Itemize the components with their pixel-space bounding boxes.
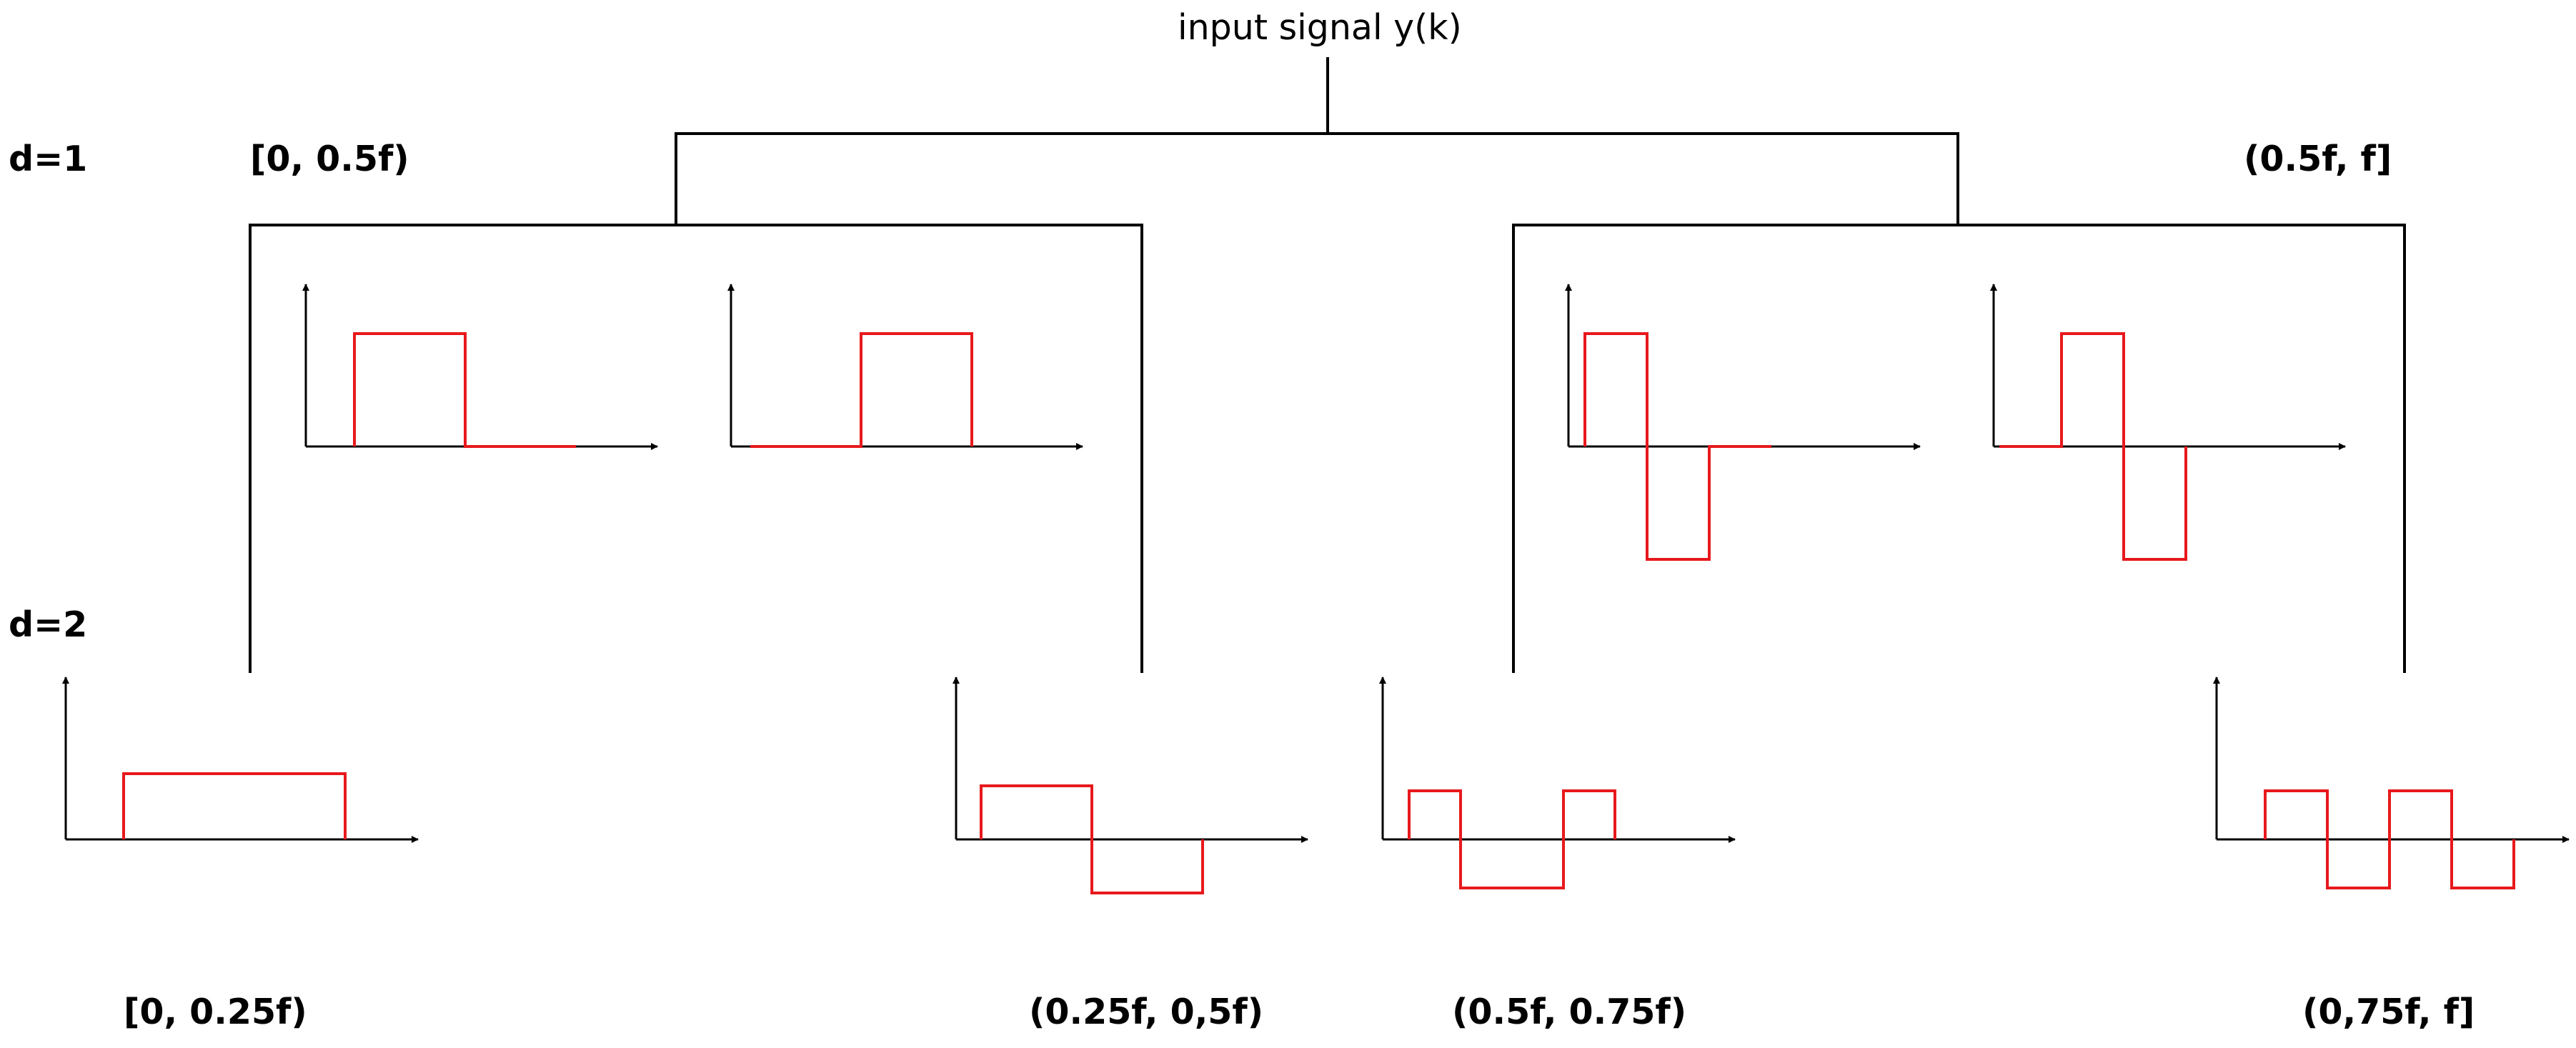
band-label-d2-1: (0.25f, 0,5f) [1029, 992, 1264, 1032]
plot-d1-low-a [302, 284, 658, 450]
band-label-d2-2: (0.5f, 0.75f) [1452, 992, 1687, 1032]
tree-connectors [249, 57, 2406, 673]
root-signal-label: input signal y(k) [1178, 7, 1462, 48]
waveform-d1-low-b [750, 332, 973, 448]
root-branch [675, 132, 1959, 226]
waveform-d1-low-a [353, 332, 576, 448]
level-label-d2: d=2 [9, 604, 88, 645]
band-label-d1-low: [0, 0.5f) [250, 139, 409, 179]
band-label-d1-high: (0.5f, f] [2244, 139, 2392, 179]
waveform-d2-2 [1408, 789, 1616, 889]
plot-d2-3 [2213, 677, 2570, 889]
d1-high-branch [1512, 224, 2406, 673]
waveform-d2-3 [2264, 789, 2515, 889]
waveform-d2-1 [980, 784, 1204, 894]
band-label-d2-0: [0, 0.25f) [124, 992, 307, 1032]
plot-d1-low-b [727, 284, 1083, 450]
waveform-d1-high-a [1583, 332, 1771, 561]
plots [62, 284, 2570, 894]
waveform-d2-0 [122, 772, 347, 839]
band-label-d2-3: (0,75f, f] [2302, 992, 2475, 1032]
plot-d2-1 [953, 677, 1308, 894]
level-label-d1: d=1 [9, 139, 88, 179]
plot-d2-0 [62, 677, 419, 843]
waveform-d1-high-b [1999, 332, 2187, 561]
plot-d1-high-b [1990, 284, 2346, 561]
d1-low-branch [249, 224, 1143, 673]
plot-d2-2 [1379, 677, 1736, 889]
plot-d1-high-a [1565, 284, 1921, 561]
